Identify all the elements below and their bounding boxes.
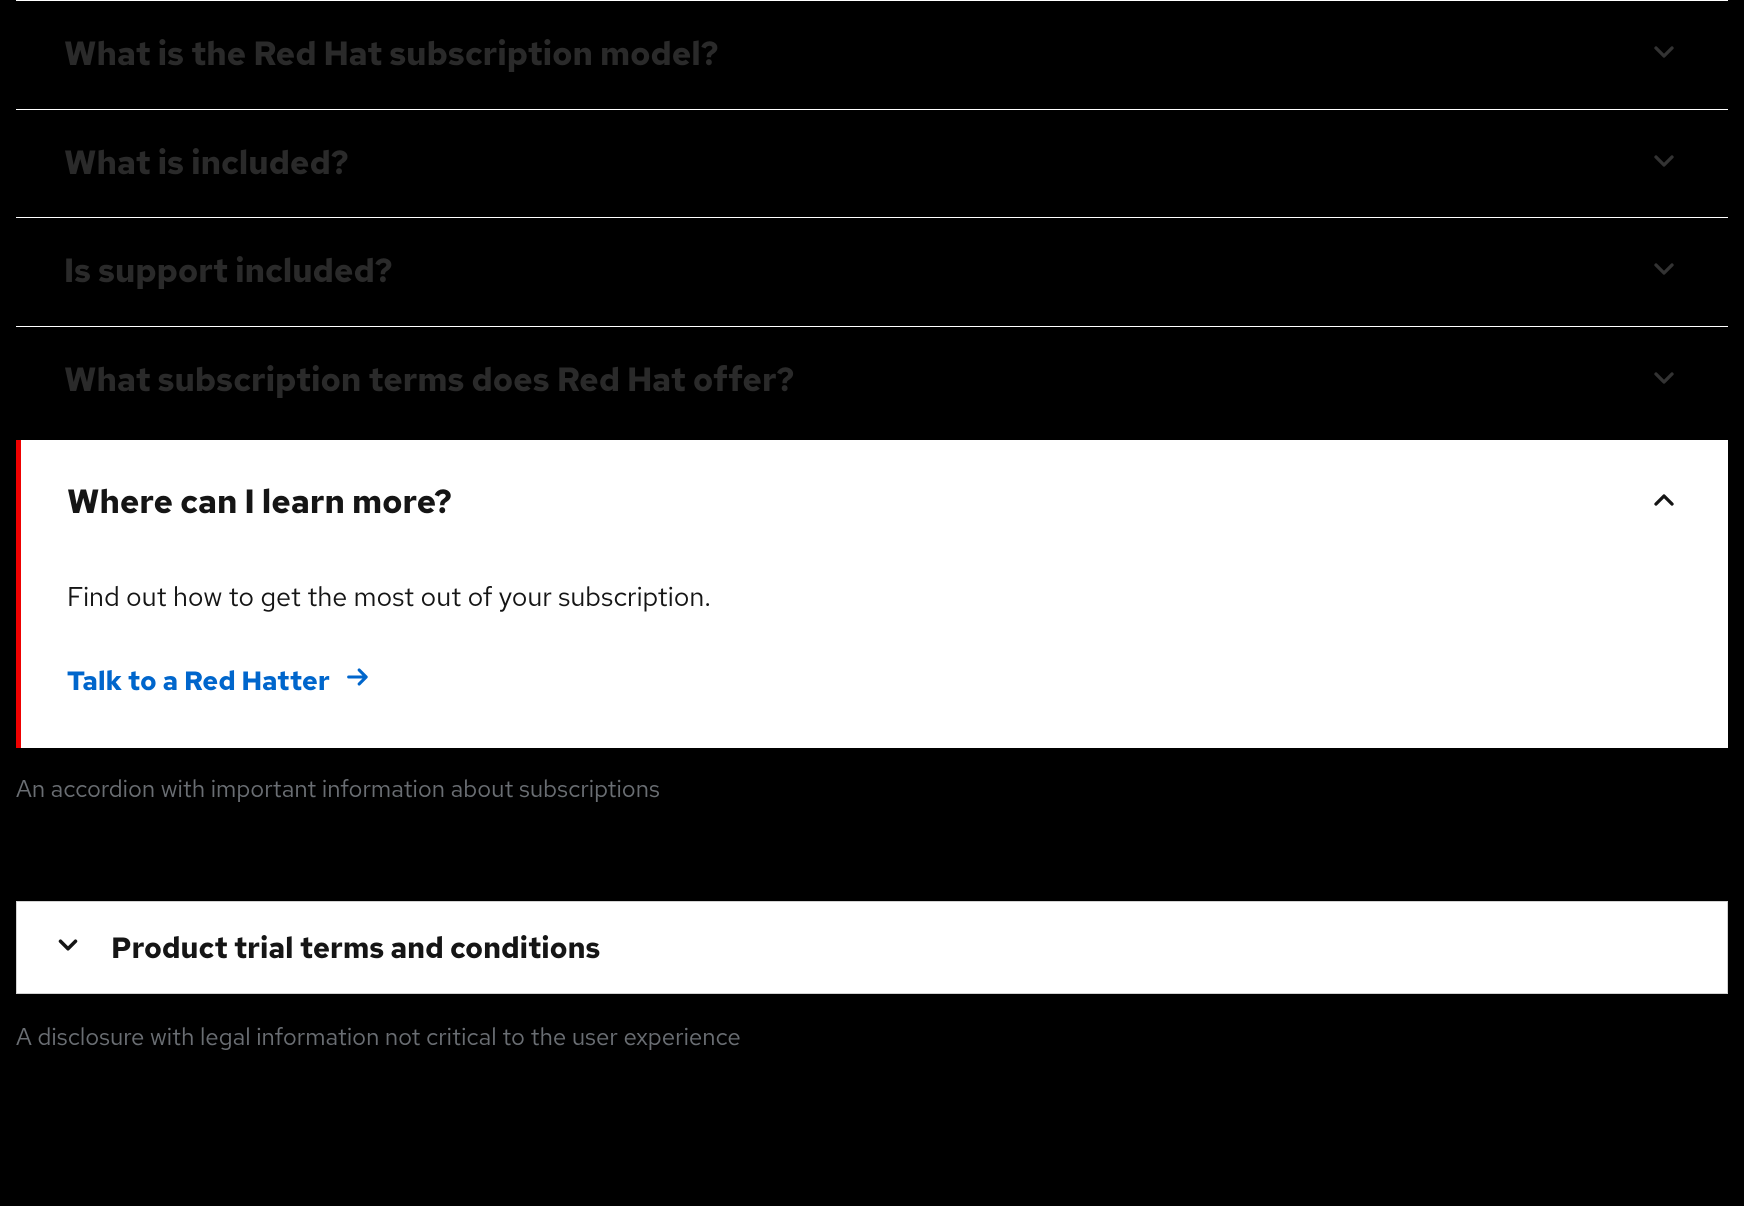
accordion-title: Where can I learn more? — [67, 480, 452, 524]
accordion-header-terms[interactable]: What subscription terms does Red Hat off… — [16, 327, 1728, 435]
chevron-down-icon — [1648, 36, 1680, 73]
chevron-up-icon — [1648, 484, 1680, 521]
chevron-down-icon — [1648, 145, 1680, 182]
disclosure-terms[interactable]: Product trial terms and conditions — [16, 901, 1728, 994]
accordion-header-included[interactable]: What is included? — [16, 110, 1728, 218]
accordion-title: What subscription terms does Red Hat off… — [64, 361, 794, 401]
arrow-right-icon — [344, 663, 372, 700]
accordion-item: Is support included? — [16, 217, 1728, 326]
accordion-item: What is included? — [16, 109, 1728, 218]
accordion-item: What is the Red Hat subscription model? — [16, 0, 1728, 109]
accordion-title: Is support included? — [64, 252, 393, 292]
chevron-down-icon — [1648, 362, 1680, 399]
disclosure-caption: A disclosure with legal information not … — [16, 994, 1728, 1053]
chevron-down-icon — [1648, 253, 1680, 290]
talk-to-red-hatter-link[interactable]: Talk to a Red Hatter — [67, 663, 1680, 700]
accordion-body-text: Find out how to get the most out of your… — [67, 580, 1680, 615]
accordion-header-learn-more[interactable]: Where can I learn more? — [67, 480, 1680, 524]
accordion-title: What is the Red Hat subscription model? — [64, 35, 719, 75]
accordion-item-expanded: Where can I learn more? Find out how to … — [16, 440, 1728, 748]
cta-link-label: Talk to a Red Hatter — [67, 664, 330, 699]
accordion-item: What subscription terms does Red Hat off… — [16, 326, 1728, 435]
accordion-header-subscription-model[interactable]: What is the Red Hat subscription model? — [16, 1, 1728, 109]
accordion-title: What is included? — [64, 144, 349, 184]
accordion-header-support[interactable]: Is support included? — [16, 218, 1728, 326]
subscription-accordion: What is the Red Hat subscription model? … — [16, 0, 1728, 748]
disclosure-title: Product trial terms and conditions — [111, 928, 600, 967]
accordion-caption: An accordion with important information … — [16, 748, 1728, 805]
chevron-down-icon — [53, 930, 83, 965]
